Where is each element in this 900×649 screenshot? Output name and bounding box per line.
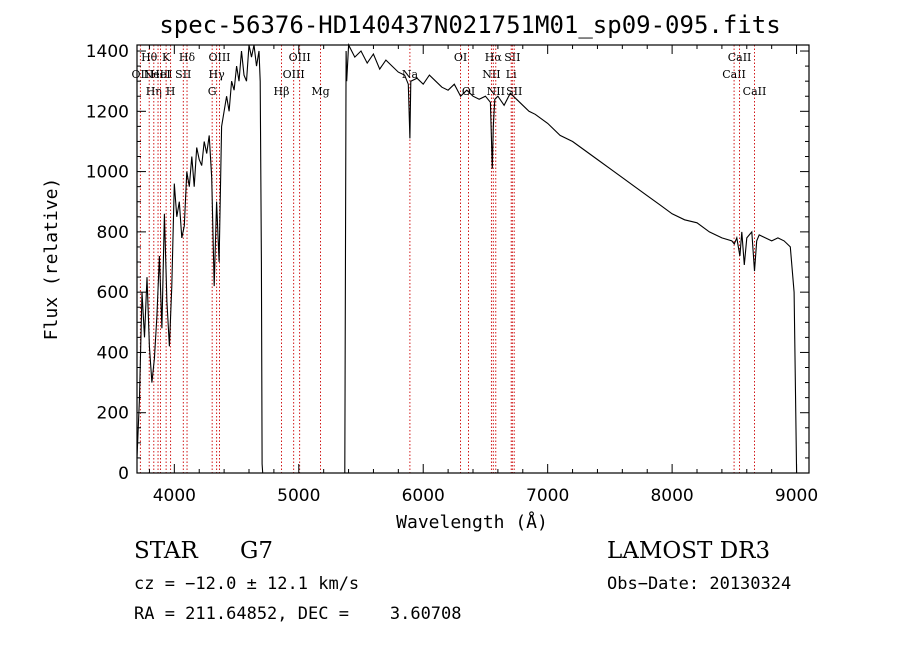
plot-frame bbox=[136, 44, 810, 474]
radial-velocity: cz = −12.0 ± 12.1 km/s bbox=[134, 574, 360, 594]
y-tick-label: 600 bbox=[97, 283, 129, 303]
x-tick-label: 4000 bbox=[153, 486, 196, 506]
spectral-line-label: OI bbox=[454, 51, 467, 64]
y-axis: 0 200 400 600 800 1000 1200 1400 bbox=[86, 42, 809, 484]
x-tick-label: 9000 bbox=[775, 486, 818, 506]
y-tick-label: 1000 bbox=[86, 163, 129, 183]
y-tick-label: 400 bbox=[97, 343, 129, 363]
x-tick-label: 7000 bbox=[526, 486, 569, 506]
y-tick-label: 200 bbox=[97, 404, 129, 424]
spectral-line-label: OIII bbox=[289, 51, 311, 64]
spectral-line-label: NeIII bbox=[143, 68, 172, 81]
spectral-line-label: H bbox=[166, 85, 176, 98]
y-axis-label: Flux (relative) bbox=[41, 178, 62, 341]
spectral-line-label: OIII bbox=[283, 68, 305, 81]
survey-name: LAMOST DR3 bbox=[607, 538, 771, 564]
x-tick-label: 6000 bbox=[402, 486, 445, 506]
spectral-line-label: Hη bbox=[146, 85, 162, 98]
coordinates: RA = 211.64852, DEC = 3.60708 bbox=[134, 604, 462, 624]
chart-title: spec-56376-HD140437N021751M01_sp09-095.f… bbox=[159, 11, 780, 39]
spectral-line-label: Hδ bbox=[179, 51, 196, 64]
spectral-line-label: SII bbox=[175, 68, 191, 81]
spectral-line-label: CaII bbox=[722, 68, 746, 81]
spectral-line-label: HeI bbox=[150, 68, 170, 81]
spectral-line-label: Hγ bbox=[209, 68, 226, 81]
spectral-line-label: OIII bbox=[208, 51, 230, 64]
spectral-line-label: OII bbox=[132, 68, 150, 81]
spectrum-line bbox=[136, 42, 798, 474]
spectral-line-label: NII bbox=[482, 68, 500, 81]
spectral-line-label: Hβ bbox=[274, 85, 290, 98]
spectral-line-label: NII bbox=[487, 85, 505, 98]
y-tick-label: 800 bbox=[97, 223, 129, 243]
spectral-line-label: CaII bbox=[728, 51, 752, 64]
spectral-line-label: K bbox=[162, 51, 171, 64]
x-axis-label: Wavelength (Å) bbox=[396, 511, 548, 533]
spectral-line-label: CaII bbox=[743, 85, 767, 98]
spectral-line-label: SII bbox=[504, 51, 520, 64]
x-axis: 4000 5000 6000 7000 8000 9000 bbox=[148, 45, 818, 506]
spectral-line-label: SII bbox=[506, 85, 522, 98]
spectral-line-label: G bbox=[208, 85, 217, 98]
object-subclass: G7 bbox=[240, 538, 274, 564]
y-tick-label: 1200 bbox=[86, 102, 129, 122]
observation-date: Obs−Date: 20130324 bbox=[607, 574, 792, 594]
spectral-line-label: Mg bbox=[311, 85, 329, 98]
x-tick-label: 5000 bbox=[277, 486, 320, 506]
spectral-line-label: Li bbox=[506, 68, 517, 81]
x-tick-label: 8000 bbox=[650, 486, 693, 506]
y-tick-label: 0 bbox=[118, 464, 129, 484]
object-class: STAR bbox=[134, 538, 198, 564]
spectral-line-label: Hθ bbox=[141, 51, 158, 64]
spectral-line-label: Hα bbox=[485, 51, 503, 64]
y-tick-label: 1400 bbox=[86, 42, 129, 62]
